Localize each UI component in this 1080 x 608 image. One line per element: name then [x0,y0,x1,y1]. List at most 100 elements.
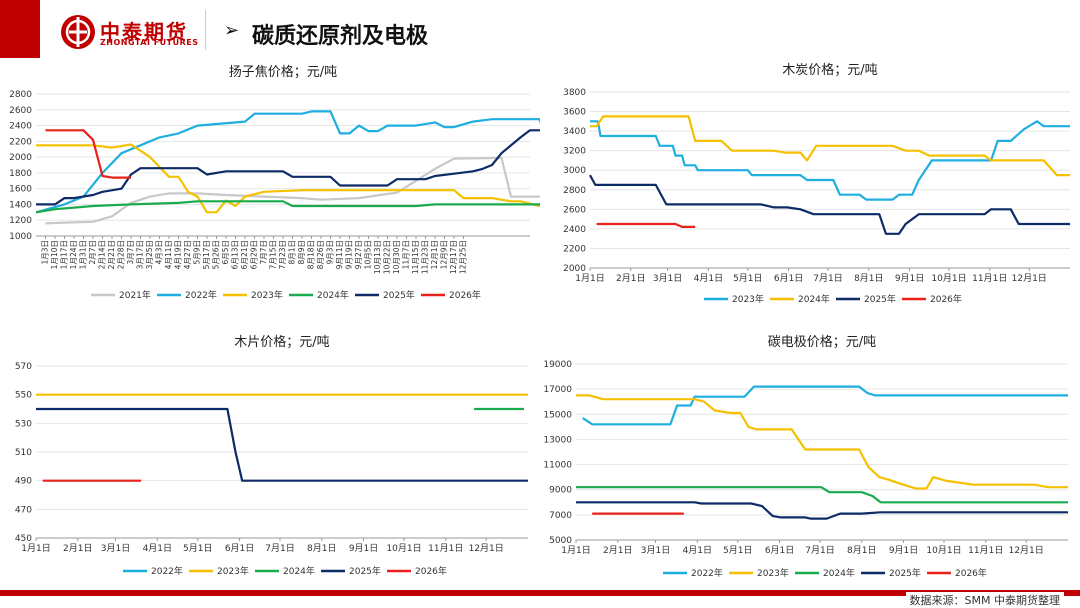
y-tick-label: 19000 [543,360,572,370]
y-tick-label: 530 [15,419,32,429]
series-line-2022年 [582,385,1068,426]
x-tick-label: 4月1日 [683,545,712,556]
x-tick-label: 3月7日 [126,240,135,265]
y-tick-label: 2000 [9,153,32,163]
x-tick-label: 3月1日 [653,273,682,284]
x-tick-label: 7月15日 [269,240,278,269]
x-tick-label: 12月25日 [459,240,468,274]
x-tick-label: 6月1日 [765,545,794,556]
x-tick-label: 9月3日 [326,240,335,265]
series-line-2026年 [596,222,696,228]
x-tick-label: 8月1日 [854,273,883,284]
legend-label: 2026年 [415,565,447,577]
x-tick-label: 11月7日 [402,240,411,269]
legend-label: 2026年 [449,289,481,301]
x-tick-label: 9月19日 [345,240,354,269]
x-tick-label: 2月14日 [98,240,107,269]
x-tick-label: 1月31日 [79,240,88,269]
y-tick-label: 1000 [9,232,32,242]
legend-label: 2025年 [383,289,415,301]
legend-label: 2023年 [217,565,249,577]
series-line-2024年 [35,200,540,214]
y-tick-label: 2400 [9,122,32,132]
x-tick-label: 1月10日 [50,240,59,269]
x-tick-label: 3月1日 [641,545,670,556]
x-tick-label: 10月1日 [931,273,966,284]
x-tick-label: 1月1日 [561,545,590,556]
x-tick-label: 4月11日 [164,240,173,269]
x-tick-label: 4月19日 [174,240,183,269]
x-tick-label: 4月3日 [155,240,164,265]
x-tick-label: 2月28日 [117,240,126,269]
x-tick-label: 10月5日 [364,240,373,269]
y-tick-label: 9000 [549,486,572,496]
x-tick-label: 7月23日 [278,240,287,269]
legend-label: 2023年 [732,293,764,305]
x-tick-label: 4月27日 [183,240,192,269]
legend-label: 2025年 [349,565,381,577]
x-tick-label: 12月1日 [469,543,504,554]
y-tick-label: 1800 [9,169,32,179]
y-tick-label: 2200 [9,137,32,147]
y-tick-label: 1200 [9,216,32,226]
x-tick-label: 5月1日 [723,545,752,556]
x-tick-label: 3月17日 [136,240,145,269]
y-tick-label: 2600 [9,106,32,116]
page-title: 碳质还原剂及电极 [252,24,429,49]
x-tick-label: 10月13日 [373,240,382,274]
legend-label: 2024年 [317,289,349,301]
y-tick-label: 2600 [563,205,586,215]
series-line-2026年 [45,129,131,179]
y-tick-label: 5000 [549,536,572,546]
x-tick-label: 12月1日 [1012,273,1047,284]
y-tick-label: 570 [15,362,32,372]
series-line-2023年 [576,394,1068,490]
x-tick-label: 1月17日 [60,240,69,269]
x-tick-label: 9月27日 [354,240,363,269]
y-tick-label: 470 [15,505,32,515]
chart-carbon-electrode: 碳电极价格；元/吨 5000 7000 9000 11000 13000 15000 1700… [540,328,1080,583]
x-tick-label: 2月1日 [603,545,632,556]
y-tick-label: 1400 [9,200,32,210]
x-tick-label: 6月29日 [250,240,259,269]
x-tick-label: 12月9日 [440,240,449,269]
x-tick-label: 11月15日 [411,240,420,274]
x-tick-label: 8月18日 [307,240,316,269]
x-tick-label: 5月1日 [183,543,212,554]
x-tick-label: 11月1日 [428,543,463,554]
legend-label: 2025年 [864,293,896,305]
x-tick-label: 9月1日 [889,545,918,556]
y-tick-label: 550 [15,391,32,401]
x-tick-label: 7月1日 [813,273,842,284]
x-tick-label: 2月21日 [107,240,116,269]
x-tick-label: 1月1日 [575,273,604,284]
chart-charcoal: 木炭价格；元/吨 2000 2200 2400 2600 2800 3000 3200 3400… [540,58,1080,310]
series-line-2025年 [576,501,1068,520]
x-tick-label: 8月1日 [847,545,876,556]
x-tick-label: 1月1日 [21,543,50,554]
y-tick-label: 2000 [563,264,586,274]
y-tick-label: 510 [15,448,32,458]
chart-charcoal-svg: 木炭价格；元/吨 2000 2200 2400 2600 2800 3000 3200 3400… [563,62,1070,305]
x-tick-label: 10月22日 [383,240,392,274]
chart-yangzi-coke-svg: 扬子焦价格；元/吨 1000 1200 1400 1600 1800 2000 2200 240… [9,64,540,301]
y-tick-label: 2800 [9,90,32,100]
chart-title: 木片价格；元/吨 [234,334,329,350]
x-tick-label: 5月17日 [202,240,211,269]
page-header: 中泰期货 ZHONGTAI FUTURES ➢ 碳质还原剂及电极 [0,0,1080,58]
legend-label: 2024年 [823,567,855,579]
bullet-arrow-icon: ➢ [224,20,240,41]
legend-label: 2025年 [889,567,921,579]
x-tick-label: 8月9日 [297,240,306,265]
brand-name-cn: 中泰期货 [100,20,188,44]
x-tick-label: 4月1日 [143,543,172,554]
x-tick-label: 5月9日 [193,240,202,265]
legend-label: 2024年 [283,565,315,577]
y-tick-label: 3000 [563,166,586,176]
x-tick-label: 6月1日 [225,543,254,554]
x-tick-label: 1月24日 [69,240,78,269]
x-tick-label: 8月26日 [316,240,325,269]
y-tick-label: 13000 [543,435,572,445]
x-tick-label: 3月25日 [145,240,154,269]
brand-name-en: ZHONGTAI FUTURES [100,38,199,47]
